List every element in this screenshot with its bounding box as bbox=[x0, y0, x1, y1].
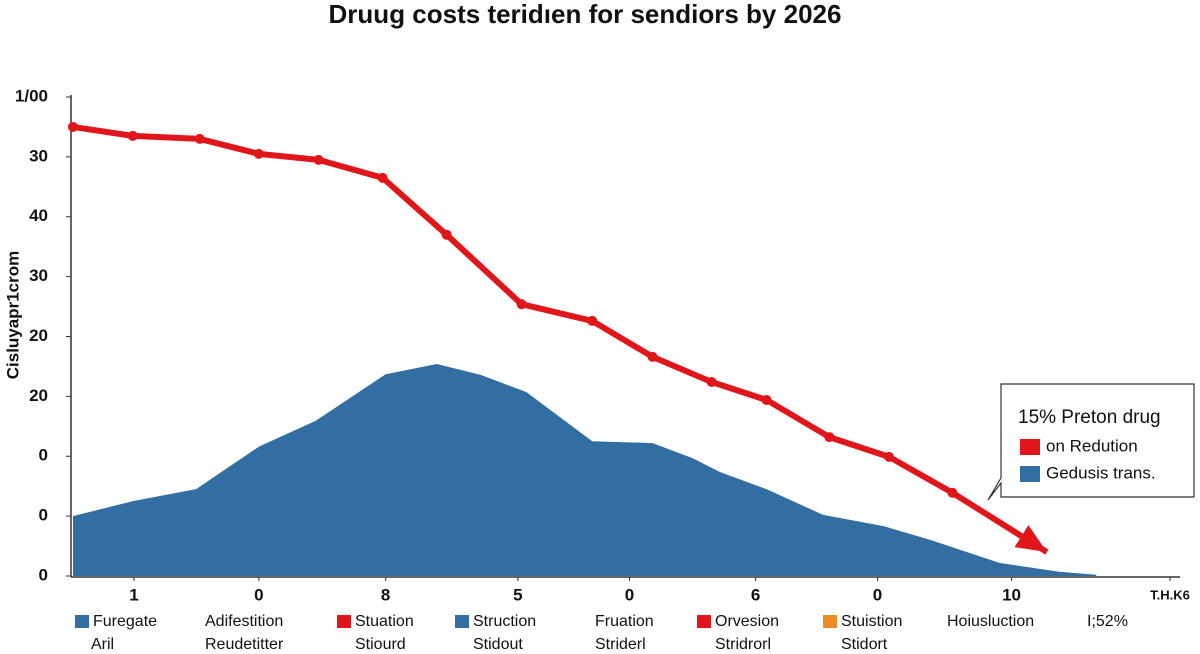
point bbox=[68, 121, 78, 132]
point bbox=[194, 133, 205, 144]
legend-label: Adifestition bbox=[205, 613, 283, 630]
point bbox=[884, 451, 895, 462]
legend-label: Hoiusluction bbox=[947, 613, 1034, 630]
x-tick-label: T.H.K6 bbox=[1150, 587, 1190, 602]
point bbox=[377, 172, 388, 183]
y-tick-label: 0 bbox=[39, 506, 48, 525]
legend-swatch bbox=[75, 615, 89, 628]
legend-label: Struction bbox=[473, 613, 536, 630]
x-tick-label: 1 bbox=[129, 585, 138, 604]
legend-label: I;52% bbox=[1087, 613, 1128, 630]
legend-sublabel: Stridrorl bbox=[715, 636, 771, 653]
legend-sublabel: Aril bbox=[91, 636, 114, 653]
y-tick-label: 20 bbox=[29, 386, 48, 405]
x-tick-label: 8 bbox=[381, 585, 390, 604]
y-tick-label: 30 bbox=[29, 146, 48, 165]
point bbox=[127, 130, 138, 141]
legend-sublabel: Stidout bbox=[473, 636, 523, 653]
legend-label: on Redution bbox=[1046, 436, 1138, 455]
x-tick-label: 6 bbox=[751, 585, 760, 604]
x-tick-label: 10 bbox=[1002, 585, 1021, 604]
line bbox=[72, 123, 1049, 555]
legend-sublabel: Reudetitter bbox=[205, 636, 284, 653]
point bbox=[441, 229, 452, 240]
y-tick-label: 1/00 bbox=[15, 86, 48, 105]
legend-swatch bbox=[1020, 466, 1040, 482]
y-tick-label: 0 bbox=[39, 565, 48, 584]
x-tick-label: 0 bbox=[873, 585, 882, 604]
legend-sublabel: Striderl bbox=[595, 636, 646, 653]
legend-label: Gedusis trans. bbox=[1046, 463, 1156, 482]
legend-swatch bbox=[823, 615, 837, 628]
point bbox=[516, 299, 527, 310]
y-tick-label: 40 bbox=[29, 206, 48, 225]
point bbox=[947, 487, 958, 498]
area bbox=[73, 364, 1097, 576]
point bbox=[253, 148, 264, 159]
point bbox=[587, 315, 598, 326]
point bbox=[824, 432, 835, 443]
x-tick-label: 0 bbox=[625, 585, 634, 604]
legend-label: Stuation bbox=[355, 613, 414, 630]
y-tick-label: 0 bbox=[39, 446, 48, 465]
legend-label: Furegate bbox=[93, 613, 157, 630]
legend-swatch bbox=[1020, 439, 1040, 455]
point bbox=[647, 351, 658, 362]
y-tick-label: 20 bbox=[29, 326, 48, 345]
legend-swatch bbox=[455, 615, 469, 628]
arrow-head bbox=[1014, 525, 1047, 553]
legend-label: Orvesion bbox=[715, 613, 779, 630]
y-tick-label: 30 bbox=[29, 266, 48, 285]
legend-title: 15% Preton drug bbox=[1018, 407, 1161, 428]
point bbox=[706, 377, 717, 388]
y-axis-title: Cisluyapr1crom bbox=[3, 251, 22, 380]
legend: 15% Preton drug on Redution Gedusis trans. bbox=[987, 383, 1195, 501]
point bbox=[313, 154, 324, 165]
point bbox=[761, 394, 772, 405]
chart-title: Druug costs teridıen for sendiors by 202… bbox=[329, 0, 842, 29]
x-tick-label: 5 bbox=[513, 585, 522, 604]
legend-swatch bbox=[337, 615, 351, 628]
legend-sublabel: Stiourd bbox=[355, 636, 406, 653]
legend-sublabel: Stidort bbox=[841, 636, 888, 653]
legend-label: Stuistion bbox=[841, 613, 902, 630]
legend-label: Fruation bbox=[595, 613, 654, 630]
x-tick-label: 0 bbox=[254, 585, 263, 604]
legend-swatch bbox=[697, 615, 711, 628]
